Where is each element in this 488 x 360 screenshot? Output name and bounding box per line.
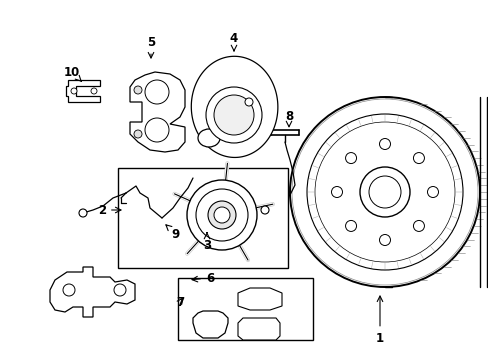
- Text: 2: 2: [98, 203, 121, 216]
- Polygon shape: [238, 318, 280, 340]
- Circle shape: [345, 220, 356, 231]
- Circle shape: [289, 97, 479, 287]
- Text: 8: 8: [285, 109, 292, 127]
- Circle shape: [63, 284, 75, 296]
- Text: 1: 1: [375, 296, 383, 345]
- Circle shape: [427, 186, 438, 198]
- Circle shape: [331, 186, 342, 198]
- Circle shape: [145, 80, 169, 104]
- Circle shape: [359, 167, 409, 217]
- Circle shape: [261, 206, 268, 214]
- Circle shape: [134, 86, 142, 94]
- Polygon shape: [66, 80, 100, 102]
- Circle shape: [379, 234, 390, 246]
- Text: 4: 4: [229, 32, 238, 51]
- Polygon shape: [193, 311, 227, 338]
- Circle shape: [205, 87, 262, 143]
- Polygon shape: [50, 267, 135, 317]
- Circle shape: [368, 176, 400, 208]
- Circle shape: [79, 209, 87, 217]
- Text: 5: 5: [146, 36, 155, 58]
- Circle shape: [196, 189, 247, 241]
- Circle shape: [412, 153, 424, 163]
- Circle shape: [345, 153, 356, 163]
- Bar: [178, 278, 312, 340]
- Circle shape: [214, 95, 253, 135]
- Circle shape: [207, 201, 236, 229]
- Text: 9: 9: [165, 225, 180, 240]
- Circle shape: [244, 98, 252, 106]
- Circle shape: [412, 220, 424, 231]
- Text: 10: 10: [64, 66, 81, 81]
- Circle shape: [71, 88, 77, 94]
- Circle shape: [145, 118, 169, 142]
- Circle shape: [114, 284, 126, 296]
- Circle shape: [91, 88, 97, 94]
- Text: 3: 3: [203, 233, 211, 252]
- Text: 7: 7: [176, 296, 183, 309]
- Text: 6: 6: [192, 271, 214, 284]
- Ellipse shape: [198, 129, 220, 147]
- Circle shape: [134, 130, 142, 138]
- Polygon shape: [130, 72, 184, 152]
- Circle shape: [186, 180, 257, 250]
- Circle shape: [214, 207, 229, 223]
- Bar: [118, 168, 287, 268]
- Polygon shape: [238, 288, 282, 310]
- Circle shape: [379, 139, 390, 149]
- Polygon shape: [191, 56, 277, 157]
